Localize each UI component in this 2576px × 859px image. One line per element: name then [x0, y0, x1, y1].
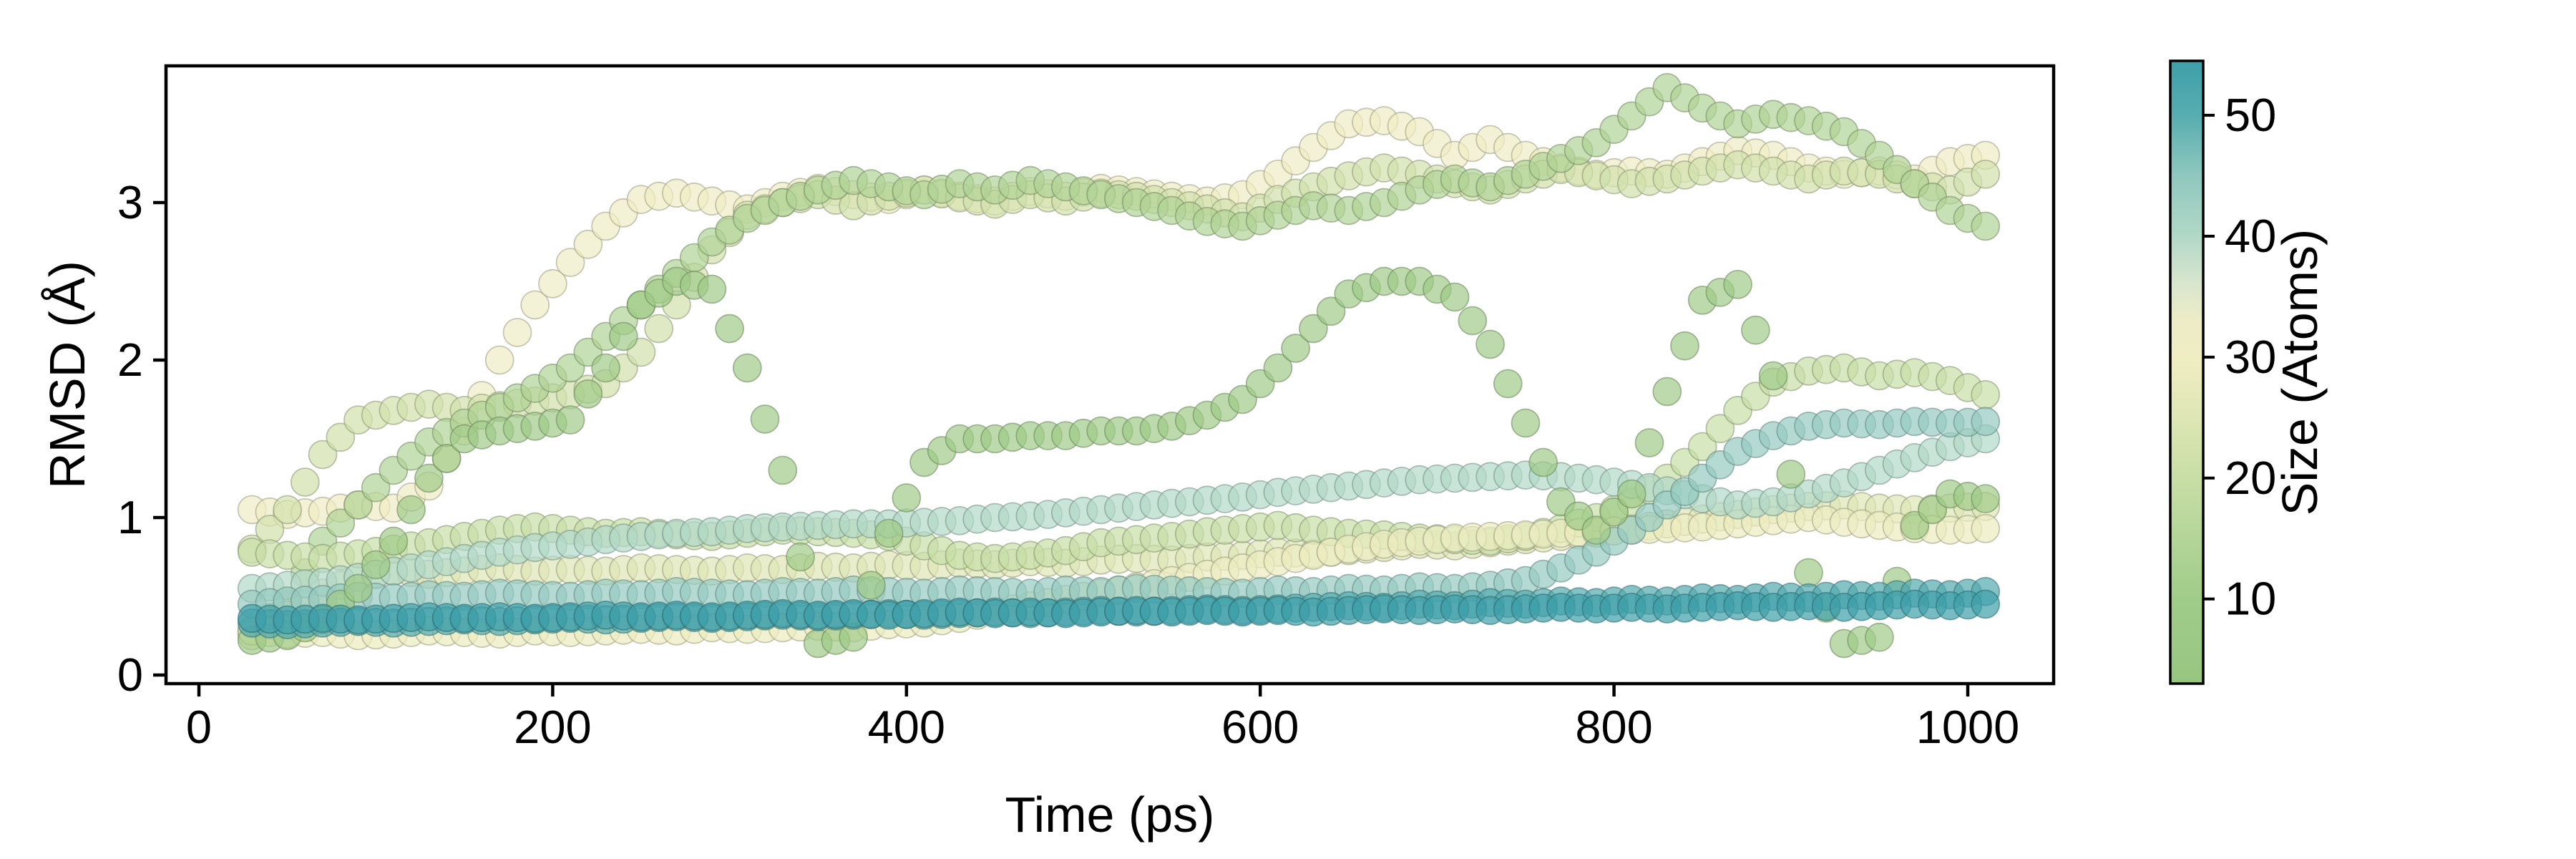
scatter-point [538, 268, 567, 299]
scatter-point [1299, 314, 1328, 344]
scatter-point [326, 508, 356, 538]
scatter-point [1511, 408, 1541, 438]
x-tick-label: 800 [1575, 701, 1652, 753]
scatter-point [786, 542, 815, 572]
scatter-point [396, 495, 426, 525]
scatter-point [1581, 515, 1611, 545]
data-points-layer [237, 73, 2001, 659]
scatter-point [732, 353, 762, 383]
scatter-point [1687, 432, 1717, 462]
scatter-point [1652, 377, 1682, 407]
scatter-point [1971, 407, 2001, 437]
scatter-point [1971, 484, 2001, 513]
colorbar-ticks: 10 20 30 40 50 [2203, 89, 2276, 625]
scatter-point [520, 290, 550, 320]
scatter-point [1634, 428, 1664, 457]
scatter-point [1475, 329, 1506, 359]
scatter-point [555, 248, 585, 278]
scatter-point [555, 405, 585, 435]
colorbar-tick-label: 10 [2225, 573, 2276, 625]
scatter-point [1440, 282, 1470, 312]
y-axis-ticks: 0 1 2 3 [117, 176, 166, 701]
scatter-point [361, 550, 391, 580]
scatter-point [1458, 306, 1488, 336]
trajectory-size-44 [237, 407, 2001, 619]
scatter-point [750, 404, 780, 434]
scatter-point [1864, 622, 1894, 652]
x-tick-label: 0 [186, 701, 212, 753]
x-axis-label: Time (ps) [1005, 787, 1215, 843]
scatter-point [1758, 361, 1788, 391]
plot-frame [164, 64, 2056, 686]
scatter-point [1971, 514, 2001, 543]
scatter-point [484, 345, 514, 375]
colorbar: 10 20 30 40 50 Size (Atoms) [2169, 59, 2328, 685]
colorbar-tick-label: 40 [2225, 210, 2276, 262]
x-tick-label: 600 [1221, 701, 1299, 753]
scatter-point [343, 490, 373, 520]
scatter-point [608, 321, 638, 351]
x-tick-label: 400 [868, 701, 945, 753]
trajectory-size-40 [237, 424, 2001, 603]
scatter-point [1740, 315, 1770, 345]
scatter-point [715, 314, 744, 344]
colorbar-label: Size (Atoms) [2272, 229, 2328, 516]
y-tick-label: 2 [117, 334, 143, 386]
scatter-point [591, 353, 620, 383]
scatter-point [273, 495, 303, 525]
scatter-point [768, 455, 798, 485]
trajectory-size-55 [237, 589, 2001, 635]
y-tick-label: 3 [117, 176, 143, 228]
scatter-point [857, 571, 886, 600]
scatter-point [1281, 334, 1310, 363]
scatter-point [1599, 497, 1629, 527]
scatter-point [1705, 414, 1735, 444]
scatter-point [697, 274, 727, 304]
scatter-point [644, 314, 674, 344]
scatter-point [1316, 296, 1346, 326]
scatter-point [1263, 353, 1293, 383]
scatter-point [1616, 479, 1646, 509]
scatter-point [573, 229, 603, 259]
scatter-point [1971, 380, 2001, 409]
scatter-point [379, 526, 409, 556]
y-tick-label: 1 [117, 491, 143, 543]
scatter-point [1971, 159, 2001, 189]
scatter-point [431, 444, 462, 473]
x-tick-label: 1000 [1916, 701, 2020, 753]
scatter-point [308, 440, 338, 470]
scatter-point [361, 472, 391, 503]
scatter-point [1971, 211, 2001, 241]
scatter-point [892, 483, 922, 513]
colorbar-tick-label: 20 [2225, 452, 2276, 504]
y-tick-label: 0 [117, 649, 143, 701]
scatter-point [1493, 369, 1523, 399]
scatter-point [1528, 447, 1558, 477]
scatter-point [1794, 558, 1823, 588]
scatter-point [326, 422, 356, 452]
scatter-point [502, 318, 532, 347]
colorbar-bar [2169, 59, 2205, 685]
scatter-point [1723, 269, 1753, 299]
scatter-point [874, 518, 904, 548]
scatter-point [343, 573, 373, 603]
scatter-point [573, 379, 603, 409]
x-tick-label: 200 [514, 701, 591, 753]
y-axis-label: RMSD (Å) [39, 261, 95, 489]
colorbar-tick-label: 30 [2225, 331, 2276, 383]
scatter-point [290, 467, 320, 497]
colorbar-tick-label: 50 [2225, 89, 2276, 141]
scatter-point [414, 463, 444, 493]
scatter-point [1670, 331, 1699, 361]
x-axis-ticks: 0 200 400 600 800 1000 [186, 684, 2019, 753]
scatter-point [1971, 589, 2001, 619]
scatter-point [1776, 460, 1806, 489]
